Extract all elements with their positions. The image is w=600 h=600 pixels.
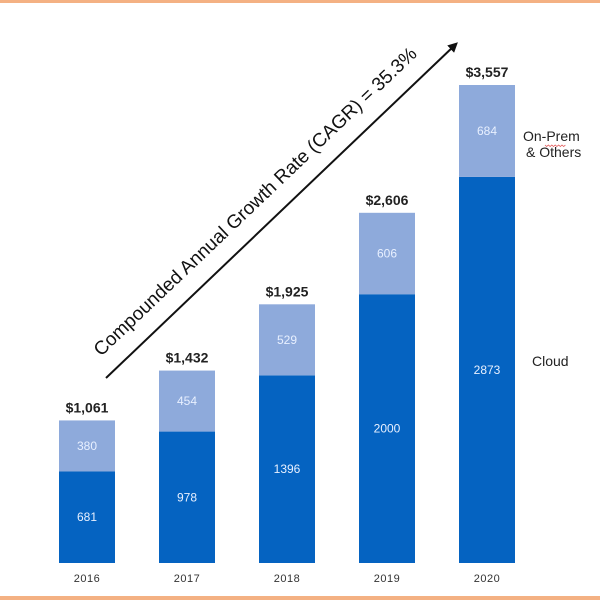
segment-label-cloud-2016: 681	[77, 510, 97, 524]
bar-cloud-2018	[259, 375, 315, 563]
segment-label-onprem-2019: 606	[377, 247, 397, 261]
legend-cloud: Cloud	[532, 353, 569, 369]
segment-label-onprem-2016: 380	[77, 439, 97, 453]
x-tick-label-2018: 2018	[274, 573, 300, 585]
segment-label-onprem-2017: 454	[177, 394, 197, 408]
bar-onprem-2016	[59, 420, 115, 472]
segment-label-onprem-2018: 529	[277, 333, 297, 347]
bar-cloud-2020	[459, 176, 515, 563]
bars-group	[59, 85, 515, 563]
segment-label-cloud-2019: 2000	[374, 422, 401, 436]
segment-label-cloud-2018: 1396	[274, 462, 301, 476]
bar-onprem-2019	[359, 212, 415, 295]
labels-group: 681 380 $1,061 2016 978 454 $1,432 2017 1396 529 $…	[66, 64, 509, 585]
legend: On-Prem & Others Cloud	[523, 128, 581, 369]
segment-label-cloud-2020: 2873	[474, 363, 501, 377]
total-label-2016: $1,061	[66, 399, 109, 415]
bar-onprem-2018	[259, 304, 315, 376]
bottom-border	[0, 596, 600, 600]
legend-onprem-line1: On-Prem	[523, 128, 580, 144]
legend-onprem-line2: & Others	[526, 144, 581, 160]
segment-label-onprem-2020: 684	[477, 124, 497, 138]
spellcheck-underline	[544, 144, 566, 148]
segment-label-cloud-2017: 978	[177, 490, 197, 504]
x-tick-label-2020: 2020	[474, 573, 500, 585]
bar-cloud-2017	[159, 431, 215, 563]
x-tick-label-2019: 2019	[374, 573, 400, 585]
bar-onprem-2020	[459, 85, 515, 177]
total-label-2017: $1,432	[166, 350, 209, 366]
total-label-2018: $1,925	[266, 283, 309, 299]
x-tick-label-2017: 2017	[174, 573, 200, 585]
cagr-arrow	[105, 42, 458, 379]
x-tick-label-2016: 2016	[74, 573, 100, 585]
top-border	[0, 0, 600, 3]
bar-onprem-2017	[159, 370, 215, 432]
total-label-2019: $2,606	[366, 192, 409, 208]
bar-cloud-2016	[59, 471, 115, 563]
bar-cloud-2019	[359, 294, 415, 563]
total-label-2020: $3,557	[466, 64, 509, 80]
